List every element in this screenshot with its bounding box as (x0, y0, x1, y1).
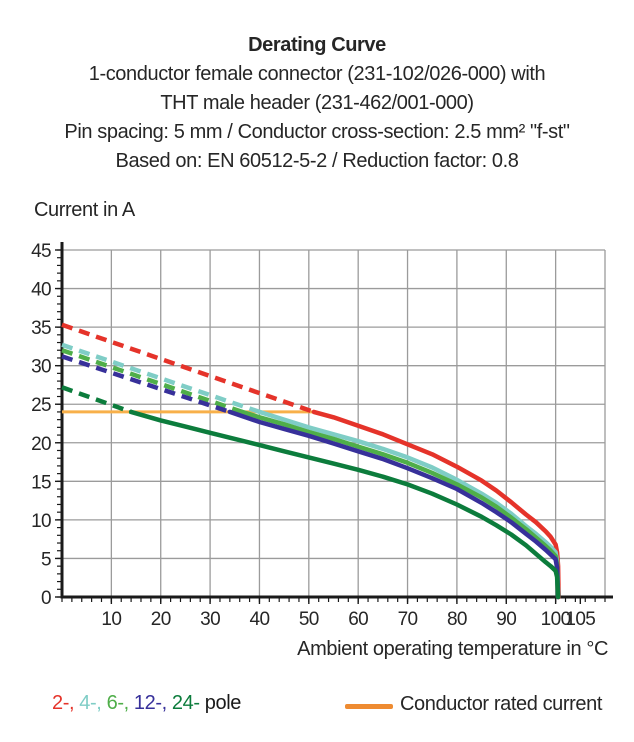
title-block: Derating Curve 1-conductor female connec… (0, 31, 634, 176)
x-tick-label: 50 (299, 609, 319, 630)
y-tick-label: 15 (31, 472, 51, 493)
curve-dashed-12-pole (61, 354, 231, 415)
x-tick-label: 105 (565, 609, 595, 630)
x-tick-label: 90 (496, 609, 516, 630)
y-tick-label: 5 (41, 549, 51, 570)
y-tick-label: 20 (31, 434, 51, 455)
y-tick-label: 45 (31, 241, 51, 262)
y-tick-label: 35 (31, 318, 51, 339)
chart-title: Derating Curve (248, 34, 386, 56)
curve-solid-6-pole (239, 409, 561, 600)
y-axis-title: Current in A (34, 199, 135, 221)
curve-solid-24-pole (128, 409, 561, 600)
x-tick-label: 20 (151, 609, 171, 630)
x-tick-label: 40 (249, 609, 269, 630)
y-tick-label: 30 (31, 357, 51, 378)
subtitle-line-2: THT male header (231-462/001-000) (160, 92, 474, 114)
y-tick-label: 0 (41, 588, 51, 609)
curve-solid-4-pole (257, 409, 561, 600)
y-tick-label: 10 (31, 511, 51, 532)
curve-dashed-6-pole (61, 348, 243, 415)
x-tick-label: 60 (348, 609, 368, 630)
y-tick-label: 40 (31, 280, 51, 301)
curve-solid-2-pole (311, 409, 561, 600)
x-tick-label: 80 (447, 609, 467, 630)
x-tick-label: 70 (398, 609, 418, 630)
subtitle-line-1: 1-conductor female connector (231-102/02… (88, 63, 546, 85)
subtitle-line-4: Based on: EN 60512-5-2 / Reduction facto… (115, 150, 519, 172)
x-tick-label: 30 (200, 609, 220, 630)
subtitle-line-3: Pin spacing: 5 mm / Conductor cross-sect… (64, 121, 570, 143)
x-tick-label: 100 (541, 609, 571, 630)
x-tick-label: 10 (101, 609, 121, 630)
curve-dashed-2-pole (61, 322, 315, 415)
curve-dashed-24-pole (61, 385, 132, 415)
curve-solid-12-pole (227, 409, 561, 600)
y-tick-label: 25 (31, 395, 51, 416)
x-axis-title: Ambient operating temperature in °C (297, 638, 608, 660)
